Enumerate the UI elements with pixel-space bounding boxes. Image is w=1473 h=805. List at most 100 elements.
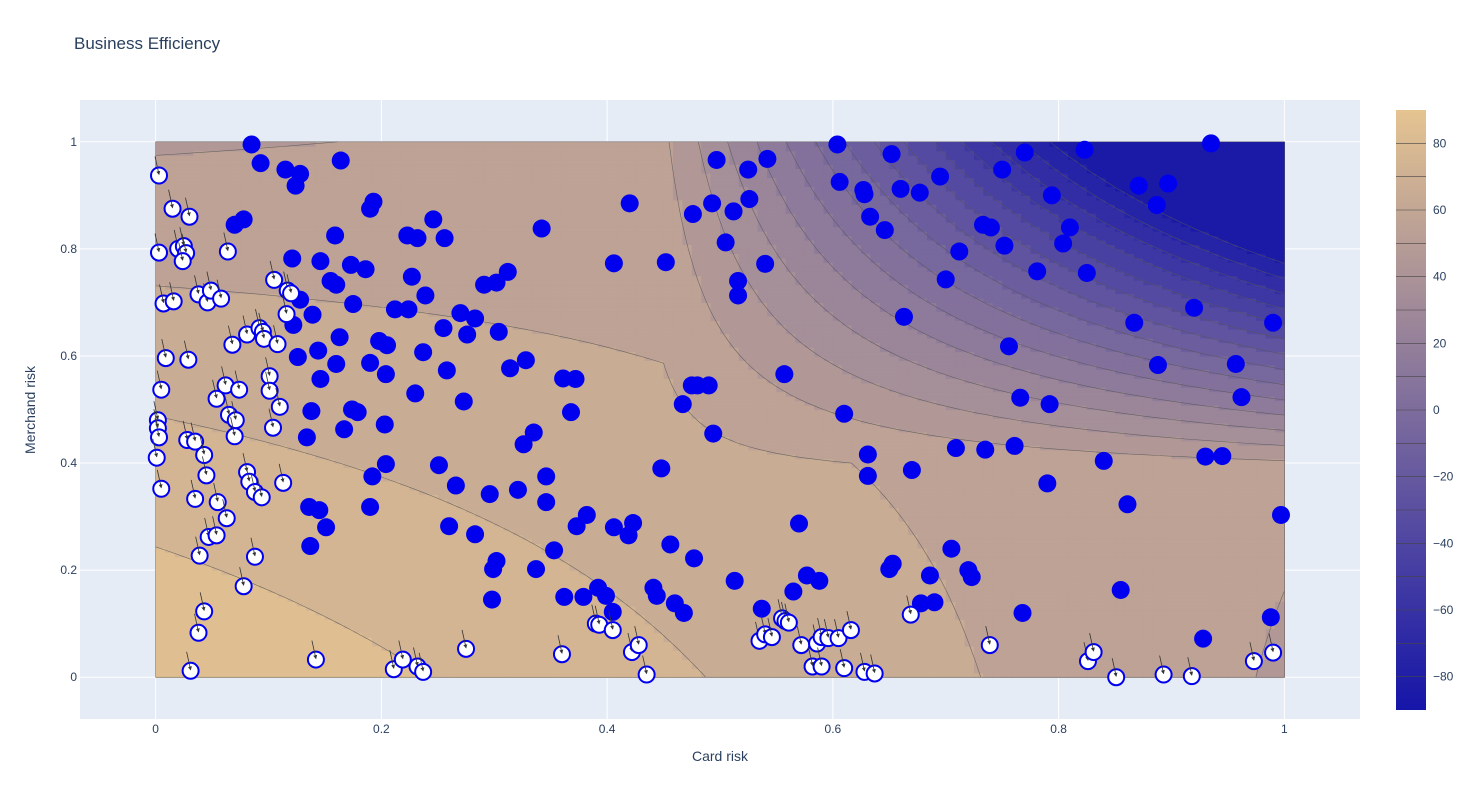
contour-cell <box>269 186 279 191</box>
contour-cell <box>156 534 166 539</box>
contour-cell <box>203 173 213 178</box>
contour-cell <box>428 186 438 191</box>
contour-cell <box>287 530 297 535</box>
contour-cell <box>363 619 373 624</box>
contour-cell <box>532 619 542 624</box>
contour-cell <box>522 619 532 624</box>
contour-cell <box>381 173 391 178</box>
contour-cell <box>259 302 269 307</box>
contour-cell <box>504 570 514 575</box>
contour-cell <box>381 289 391 294</box>
contour-cell <box>494 151 504 156</box>
contour-cell <box>353 155 363 160</box>
contour-cell <box>504 387 514 392</box>
contour-cell <box>344 146 354 151</box>
contour-cell <box>410 570 420 575</box>
contour-cell <box>316 289 326 294</box>
contour-cell <box>221 659 231 664</box>
contour-cell <box>419 512 429 517</box>
contour-cell <box>363 177 373 182</box>
contour-cell <box>334 218 344 223</box>
contour-cell <box>278 566 288 571</box>
contour-cell <box>250 521 260 526</box>
contour-cell <box>363 155 373 160</box>
contour-cell <box>504 177 514 182</box>
contour-cell <box>156 262 166 267</box>
contour-cell <box>269 512 279 517</box>
contour-cell <box>306 610 316 615</box>
contour-cell <box>156 588 166 593</box>
contour-cell <box>475 374 485 379</box>
contour-cell <box>203 436 213 441</box>
contour-cell <box>306 213 316 218</box>
contour-cell <box>522 142 532 147</box>
contour-cell <box>287 338 297 343</box>
contour-cell <box>522 164 532 169</box>
contour-cell <box>334 401 344 406</box>
contour-cell <box>259 356 269 361</box>
contour-cell <box>381 445 391 450</box>
contour-cell <box>522 293 532 298</box>
contour-cell <box>165 592 175 597</box>
contour-cell <box>541 588 551 593</box>
contour-cell <box>278 365 288 370</box>
contour-cell <box>532 463 542 468</box>
contour-cell <box>428 418 438 423</box>
contour-cell <box>485 218 495 223</box>
contour-cell <box>438 494 448 499</box>
contour-cell <box>541 592 551 597</box>
contour-cell <box>221 285 231 290</box>
contour-cell <box>193 579 203 584</box>
contour-cell <box>504 543 514 548</box>
contour-cell <box>410 222 420 227</box>
contour-cell <box>494 476 504 481</box>
contour-cell <box>541 450 551 455</box>
contour-cell <box>306 276 316 281</box>
contour-cell <box>221 655 231 660</box>
contour-cell <box>174 490 184 495</box>
contour-cell <box>165 521 175 526</box>
contour-cell <box>278 584 288 589</box>
contour-cell <box>269 557 279 562</box>
contour-cell <box>494 222 504 227</box>
contour-cell <box>306 186 316 191</box>
contour-cell <box>438 441 448 446</box>
contour-cell <box>419 378 429 383</box>
contour-cell <box>522 664 532 669</box>
contour-cell <box>212 169 222 174</box>
contour-cell <box>184 655 194 660</box>
contour-cell <box>457 374 467 379</box>
contour-cell <box>475 441 485 446</box>
contour-cell <box>504 302 514 307</box>
contour-cell <box>193 325 203 330</box>
contour-cell <box>391 624 401 629</box>
contour-cell <box>400 374 410 379</box>
contour-cell <box>447 543 457 548</box>
contour-cell <box>475 160 485 165</box>
contour-cell <box>419 374 429 379</box>
contour-cell <box>513 526 523 531</box>
contour-cell <box>184 271 194 276</box>
contour-cell <box>316 633 326 638</box>
contour-cell <box>231 650 241 655</box>
contour-cell <box>287 244 297 249</box>
contour-cell <box>165 334 175 339</box>
contour-cell <box>438 249 448 254</box>
contour-cell <box>447 423 457 428</box>
contour-cell <box>485 307 495 312</box>
contour-cell <box>457 289 467 294</box>
contour-cell <box>193 347 203 352</box>
contour-cell <box>193 320 203 325</box>
contour-cell <box>372 575 382 580</box>
contour-cell <box>287 459 297 464</box>
contour-cell <box>457 423 467 428</box>
contour-cell <box>363 347 373 352</box>
contour-cell <box>231 463 241 468</box>
contour-cell <box>438 557 448 562</box>
contour-cell <box>269 592 279 597</box>
contour-cell <box>494 293 504 298</box>
contour-cell <box>287 387 297 392</box>
contour-cell <box>522 343 532 348</box>
contour-cell <box>400 472 410 477</box>
contour-cell <box>494 258 504 263</box>
